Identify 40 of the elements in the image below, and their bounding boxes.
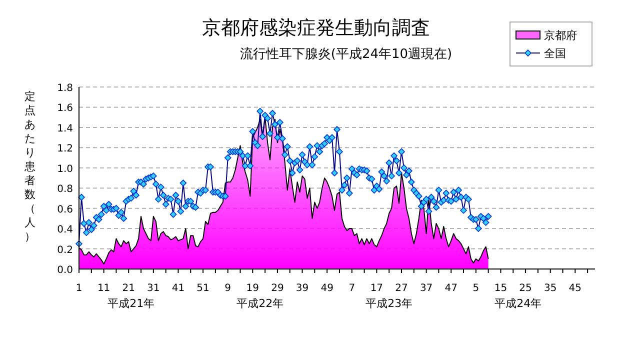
x-tick-label: 49 xyxy=(320,283,334,294)
x-tick-label: 1 xyxy=(76,283,82,294)
x-tick-label: 21 xyxy=(122,283,135,294)
x-tick-label: 47 xyxy=(444,283,458,294)
y-tick-label: 0.0 xyxy=(57,265,73,276)
x-tick-label: 19 xyxy=(246,283,260,294)
x-tick-label: 35 xyxy=(544,283,557,294)
y-tick-label: 1.2 xyxy=(57,144,73,155)
x-tick-label: 11 xyxy=(97,283,110,294)
x-tick-label: 41 xyxy=(172,283,185,294)
x-tick-label: 51 xyxy=(196,283,210,294)
title: 京都府感染症発生動向調査 xyxy=(202,17,430,39)
x-tick-label: 45 xyxy=(568,283,582,294)
subtitle: 流行性耳下腺炎(平成24年10週現在) xyxy=(240,47,452,62)
y-tick-label: 0.4 xyxy=(57,224,73,236)
y-tick-label: 1.6 xyxy=(57,103,73,114)
x-tick-label: 9 xyxy=(224,283,232,294)
y-tick-label: 1.8 xyxy=(57,83,73,94)
x-tick-label: 39 xyxy=(296,283,309,294)
x-tick-label: 37 xyxy=(420,283,433,294)
y-tick-label: 1.0 xyxy=(57,164,73,175)
y-tick-label: 0.6 xyxy=(57,204,73,216)
text: 平成24年 xyxy=(494,297,542,310)
legend-label: 全国 xyxy=(544,47,566,60)
y-tick-label: 0.2 xyxy=(57,244,73,256)
x-tick-label: 27 xyxy=(395,283,408,294)
ylabel: 定点あたり患者数（人） xyxy=(24,90,36,243)
x-tick-label: 29 xyxy=(271,283,284,294)
text: 平成21年 xyxy=(108,297,155,310)
x-tick-label: 5 xyxy=(472,283,480,294)
legend-label: 京都府 xyxy=(544,29,577,42)
y-tick-label: 0.8 xyxy=(57,184,73,196)
text: 平成23年 xyxy=(366,297,413,310)
x-tick-label: 17 xyxy=(370,283,384,294)
y-tick-label: 1.4 xyxy=(57,123,73,134)
x-tick-label: 25 xyxy=(519,283,532,294)
x-tick-label: 31 xyxy=(147,283,160,294)
text: 平成22年 xyxy=(236,297,284,310)
x-tick-label: 15 xyxy=(494,283,508,294)
x-tick-label: 7 xyxy=(348,283,356,294)
